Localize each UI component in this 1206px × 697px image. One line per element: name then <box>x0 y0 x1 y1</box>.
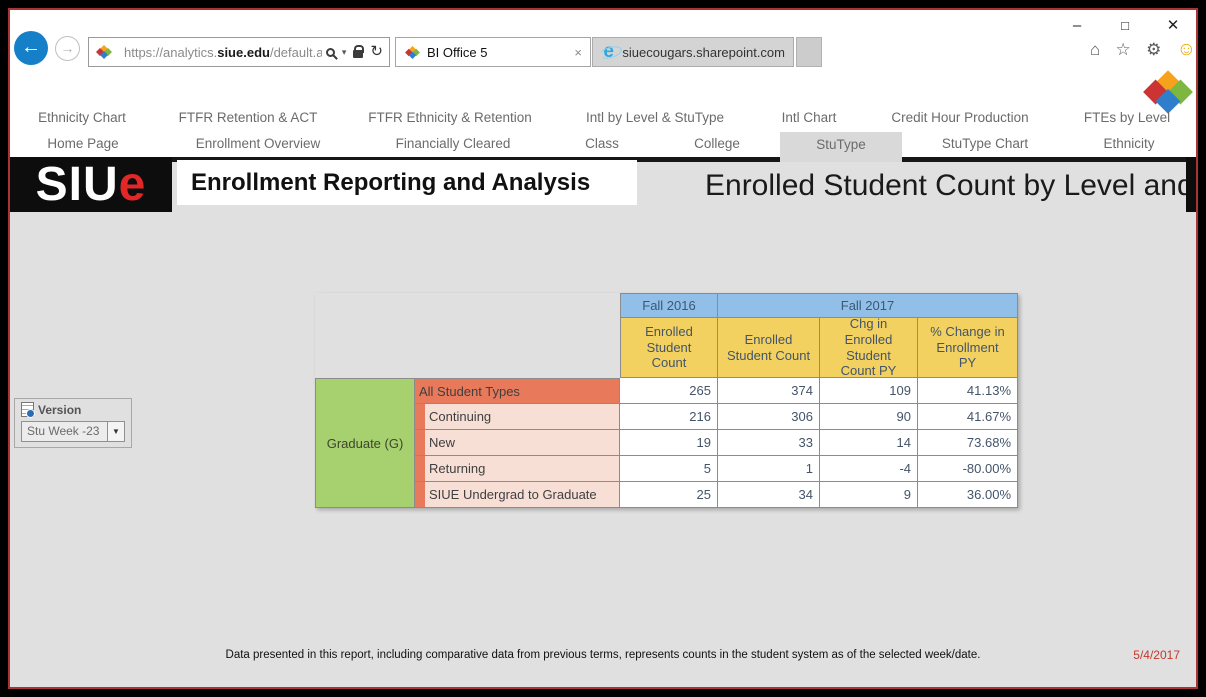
nav-ethnicity-chart[interactable]: Ethnicity Chart <box>38 110 126 125</box>
nav-stutype-selected[interactable]: StuType <box>780 132 902 162</box>
settings-gear-icon[interactable]: ⚙ <box>1146 40 1162 59</box>
nav-ftfr-retention-act[interactable]: FTFR Retention & ACT <box>178 110 318 125</box>
version-dropdown[interactable]: Stu Week -23 ▼ <box>21 421 125 442</box>
row-label: Returning <box>415 456 620 482</box>
cell-value: 306 <box>718 404 820 430</box>
cell-value: 265 <box>620 378 718 404</box>
tab-title: BI Office 5 <box>427 44 488 60</box>
nav-financially-cleared[interactable]: Financially Cleared <box>395 136 511 151</box>
cell-value: 9 <box>820 482 918 508</box>
refresh-icon[interactable]: ↻ <box>370 43 383 60</box>
nav-ftfr-ethnicity-retention[interactable]: FTFR Ethnicity & Retention <box>368 110 532 125</box>
cell-value: 1 <box>718 456 820 482</box>
tab-sharepoint[interactable]: e siuecougars.sharepoint.com <box>592 37 794 67</box>
tab-title: siuecougars.sharepoint.com <box>622 44 785 60</box>
cell-value: 33 <box>718 430 820 456</box>
nav-ftes-by-level[interactable]: FTEs by Level <box>1083 110 1171 125</box>
content-top-bar <box>10 157 1196 162</box>
browser-window: – □ ✕ ← → https://analytics.siue.edu/def… <box>8 8 1198 689</box>
siue-logo: SIUe <box>10 157 172 212</box>
cell-value: 14 <box>820 430 918 456</box>
row-label: New <box>415 430 620 456</box>
nav-stutype-chart[interactable]: StuType Chart <box>941 136 1029 151</box>
new-tab-stub[interactable] <box>796 37 822 67</box>
version-panel: Version Stu Week -23 ▼ <box>14 398 132 448</box>
version-value: Stu Week -23 <box>27 424 100 438</box>
cell-value: 374 <box>718 378 820 404</box>
version-report-icon <box>21 402 35 418</box>
dropdown-arrow-icon[interactable]: ▼ <box>107 422 124 441</box>
nav-college[interactable]: College <box>694 136 740 151</box>
cell-value: 41.67% <box>918 404 1018 430</box>
nav-ethnicity[interactable]: Ethnicity <box>1103 136 1155 151</box>
enrollment-table: Fall 2016 Fall 2017 Enrolled Student Cou… <box>315 293 1018 508</box>
cell-value: 90 <box>820 404 918 430</box>
browser-chrome: – □ ✕ ← → https://analytics.siue.edu/def… <box>10 10 1196 157</box>
smiley-feedback-icon[interactable]: ☺ <box>1176 39 1196 60</box>
chevron-down-icon[interactable]: ▾ <box>341 46 347 57</box>
internet-explorer-icon: e <box>601 42 616 62</box>
row-label: Continuing <box>415 404 620 430</box>
minimize-button[interactable]: – <box>1072 17 1082 34</box>
row-label: SIUE Undergrad to Graduate <box>415 482 620 508</box>
nav-home-page[interactable]: Home Page <box>47 136 119 151</box>
address-bar[interactable]: https://analytics.siue.edu/default.aspx … <box>88 37 390 67</box>
report-banner-title: Enrollment Reporting and Analysis <box>177 160 637 205</box>
close-button[interactable]: ✕ <box>1166 17 1180 34</box>
group-header-fall2016: Fall 2016 <box>620 293 718 318</box>
back-button[interactable]: ← <box>14 31 48 65</box>
search-icon[interactable] <box>325 47 335 57</box>
nav-credit-hour-production[interactable]: Credit Hour Production <box>891 110 1029 125</box>
pyramid-analytics-logo <box>1143 70 1193 114</box>
pyramid-icon <box>405 45 420 59</box>
nav-enrollment-overview[interactable]: Enrollment Overview <box>195 136 321 151</box>
version-label: Version <box>38 402 82 417</box>
cell-value: 73.68% <box>918 430 1018 456</box>
tab-close-icon[interactable]: × <box>574 44 582 60</box>
nav-class[interactable]: Class <box>585 136 619 151</box>
cell-value: 216 <box>620 404 718 430</box>
cell-value: 25 <box>620 482 718 508</box>
footer-note: Data presented in this report, including… <box>225 649 981 661</box>
maximize-button[interactable]: □ <box>1121 18 1129 33</box>
col-header-pct-change: % Change in Enrollment PY <box>918 318 1018 378</box>
cell-value: 41.13% <box>918 378 1018 404</box>
cell-value: 109 <box>820 378 918 404</box>
row-label: All Student Types <box>415 378 620 404</box>
url-text: https://analytics.siue.edu/default.aspx <box>124 44 322 60</box>
cell-value: 5 <box>620 456 718 482</box>
group-header-fall2017: Fall 2017 <box>718 293 1018 318</box>
cell-value: 19 <box>620 430 718 456</box>
row-group-graduate: Graduate (G) <box>315 378 415 508</box>
forward-button[interactable]: → <box>55 36 80 61</box>
cell-value: 36.00% <box>918 482 1018 508</box>
cell-value: 34 <box>718 482 820 508</box>
tab-bi-office[interactable]: BI Office 5 × <box>395 37 591 67</box>
nav-intl-by-level-stutype[interactable]: Intl by Level & StuType <box>585 110 725 125</box>
right-edge-block <box>1186 157 1196 212</box>
home-icon[interactable]: ⌂ <box>1090 40 1101 59</box>
page-title: Enrolled Student Count by Level and <box>705 169 1194 202</box>
cell-value: -4 <box>820 456 918 482</box>
dashboard-content: SIUe Enrollment Reporting and Analysis E… <box>10 157 1196 687</box>
lock-icon <box>353 45 365 58</box>
footer-date: 5/4/2017 <box>1133 648 1180 662</box>
nav-intl-chart[interactable]: Intl Chart <box>781 110 837 125</box>
browser-toolbar: ⌂ ☆ ⚙ ☺ <box>1090 40 1196 60</box>
cell-value: -80.00% <box>918 456 1018 482</box>
col-header-enrolled-2016: Enrolled Student Count <box>620 318 718 378</box>
col-header-chg: Chg in Enrolled Student Count PY <box>820 316 918 378</box>
favorites-star-icon[interactable]: ☆ <box>1115 40 1131 59</box>
col-header-enrolled-2017: Enrolled Student Count <box>718 318 820 378</box>
pyramid-icon <box>96 45 112 59</box>
